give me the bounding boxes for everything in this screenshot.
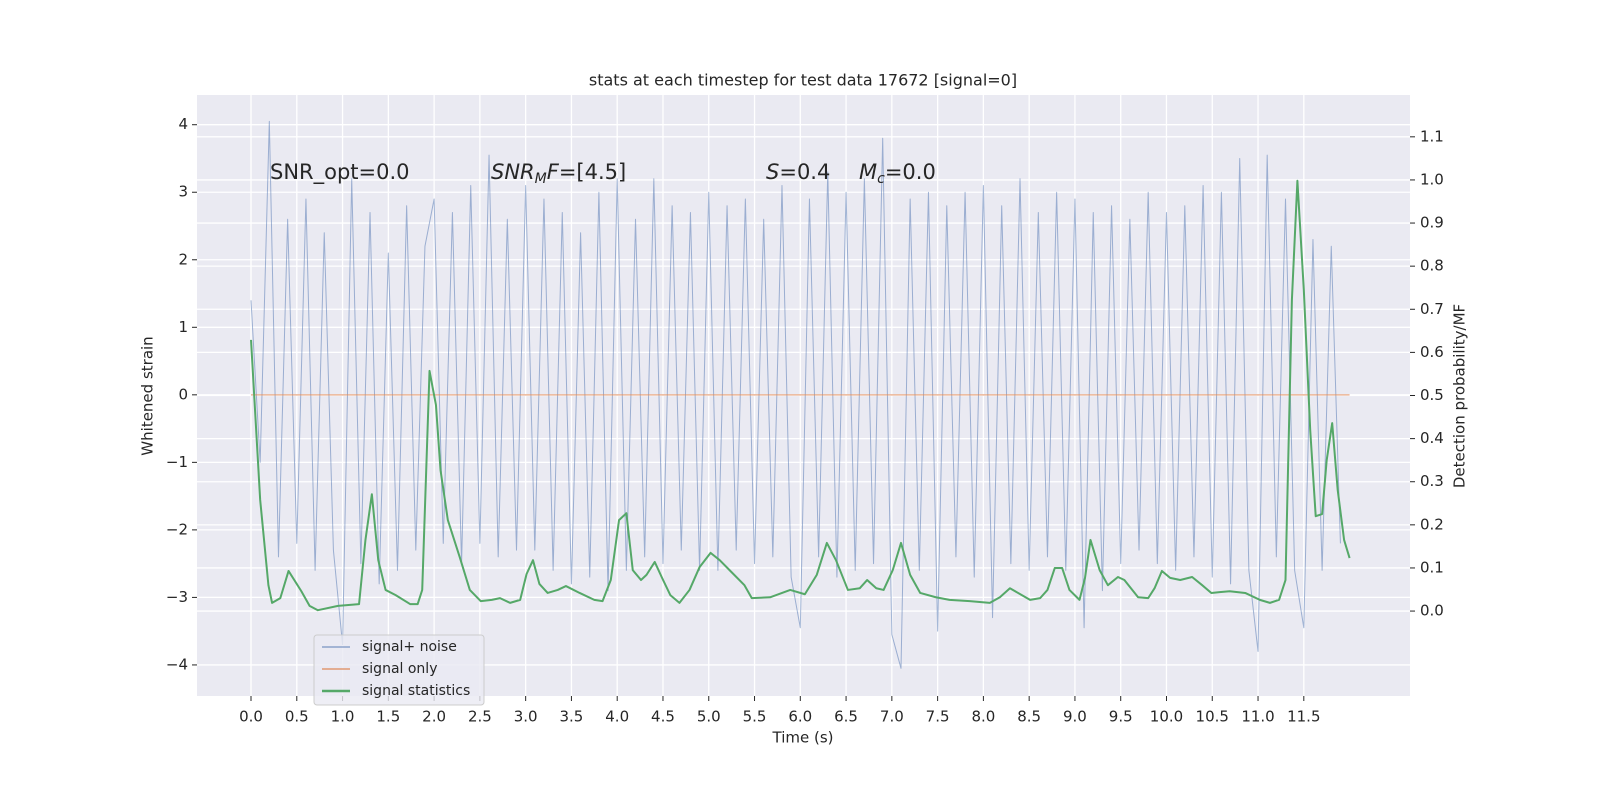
- series-line: [250, 120, 1341, 669]
- x-tick-label: 10.0: [1150, 708, 1183, 726]
- y2-tick-label: 0.7: [1420, 300, 1444, 318]
- series-line: [250, 179, 1351, 612]
- marks: [250, 120, 1351, 669]
- annotation: S=0.4: [766, 160, 830, 184]
- y2-tick-label: 0.6: [1420, 343, 1444, 361]
- annotation-part: =[4.5]: [559, 160, 626, 184]
- annotation-part: SNR_opt=0.0: [270, 160, 410, 185]
- x-tick-label: 7.0: [880, 708, 904, 726]
- y-tick-label: 4: [178, 115, 188, 133]
- y-axis-label: Whitened strain: [139, 336, 157, 455]
- x-tick-label: 1.0: [331, 708, 355, 726]
- chart-title: stats at each timestep for test data 176…: [589, 71, 1017, 90]
- x-axis-label: Time (s): [772, 729, 834, 747]
- y-tick-label: −2: [166, 520, 188, 538]
- x-tick-label: 6.0: [788, 708, 812, 726]
- legend-label: signal statistics: [362, 683, 470, 699]
- y-tick-label: 0: [178, 385, 188, 403]
- legend-label: signal+ noise: [362, 639, 457, 655]
- annotation-part: S: [766, 160, 779, 184]
- x-tick-label: 7.5: [926, 708, 950, 726]
- y2-tick-label: 0.0: [1420, 602, 1444, 620]
- x-tick-label: 2.0: [422, 708, 446, 726]
- legend-label: signal only: [362, 661, 437, 677]
- legend-box: [313, 634, 485, 706]
- annotation-part: c: [877, 171, 885, 187]
- x-tick-label: 10.5: [1196, 708, 1229, 726]
- annotation-part: =0.4: [779, 160, 830, 184]
- x-tick-label: 4.0: [605, 708, 629, 726]
- y-tick-label: 1: [178, 318, 188, 336]
- legend: signal+ noise signal only signal statistic…: [313, 634, 485, 706]
- x-tick-label: 11.0: [1241, 708, 1274, 726]
- y2-tick-label: 1.1: [1420, 127, 1444, 145]
- y-tick-label: −3: [166, 588, 188, 606]
- x-tick-label: 2.5: [468, 708, 492, 726]
- y2-tick-label: 0.8: [1420, 257, 1444, 275]
- x-tick-label: 0.0: [239, 708, 263, 726]
- y2-tick-label: 1.0: [1420, 170, 1444, 188]
- y-tick-label: −1: [166, 453, 188, 471]
- x-tick-label: 8.0: [971, 708, 995, 726]
- annotation: SNRMF=[4.5]: [491, 160, 626, 187]
- x-tick-label: 5.0: [697, 708, 721, 726]
- y2-tick-label: 0.3: [1420, 472, 1444, 490]
- y-tick-label: 2: [178, 250, 188, 268]
- annotation-part: M: [535, 171, 547, 187]
- x-tick-label: 1.5: [376, 708, 400, 726]
- annotation-part: F: [547, 160, 560, 184]
- x-tick-label: 3.5: [559, 708, 583, 726]
- y2-tick-label: 0.5: [1420, 386, 1444, 404]
- annotation-part: =0.0: [885, 160, 936, 184]
- annotation-part: SNR: [491, 160, 535, 184]
- y2-tick-label: 0.9: [1420, 214, 1444, 232]
- annotation: Mc=0.0: [859, 160, 936, 187]
- x-tick-label: 9.5: [1109, 708, 1133, 726]
- x-tick-label: 5.5: [743, 708, 767, 726]
- annotation-part: M: [859, 160, 877, 184]
- y-tick-label: −4: [166, 655, 188, 673]
- x-tick-label: 8.5: [1017, 708, 1041, 726]
- x-tick-label: 9.0: [1063, 708, 1087, 726]
- x-tick-label: 6.5: [834, 708, 858, 726]
- y2-tick-label: 0.2: [1420, 515, 1444, 533]
- annotation: SNR_opt=0.0: [270, 160, 410, 185]
- y2-axis-label: Detection probability/MF: [1451, 304, 1469, 488]
- x-tick-label: 3.0: [514, 708, 538, 726]
- x-tick-label: 4.5: [651, 708, 675, 726]
- x-tick-label: 0.5: [285, 708, 309, 726]
- x-tick-label: 11.5: [1287, 708, 1320, 726]
- y2-tick-label: 0.1: [1420, 558, 1444, 576]
- axes: 0.0 0.5 1.0 1.5 2.0 2.5 3.0 3.5 4.0 4.5 5.0 5.5 6.0 6…: [166, 115, 1444, 725]
- y-tick-label: 3: [178, 183, 188, 201]
- y2-tick-label: 0.4: [1420, 429, 1444, 447]
